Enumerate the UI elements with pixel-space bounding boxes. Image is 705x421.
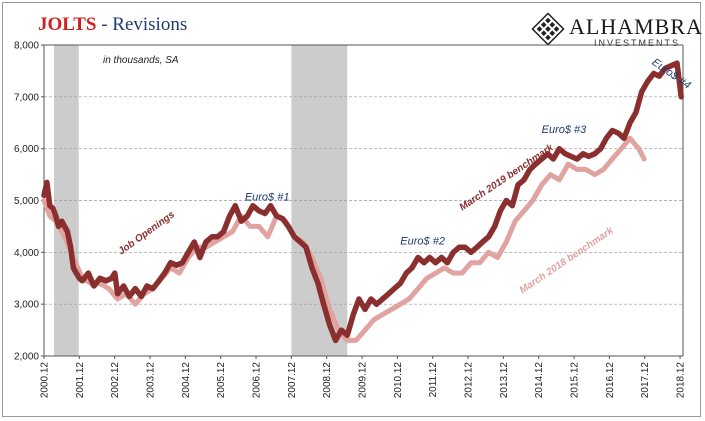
x-tick-label: 2004.12 xyxy=(181,362,192,399)
x-tick-label: 2008.12 xyxy=(322,362,333,399)
y-tick-label: 4,000 xyxy=(14,248,39,259)
x-tick-label: 2010.12 xyxy=(393,362,404,399)
title-separator: - xyxy=(96,14,113,35)
annotation-label: Euro$ #2 xyxy=(400,236,445,248)
x-tick-label: 2007.12 xyxy=(287,362,298,399)
annotation-label: Job Openings xyxy=(116,209,177,257)
x-tick-label: 2005.12 xyxy=(216,362,227,399)
x-tick-label: 2000.12 xyxy=(40,362,51,399)
series-line-march-2019 xyxy=(41,60,684,344)
x-tick-label: 2014.12 xyxy=(534,362,545,399)
x-tick-label: 2012.12 xyxy=(464,362,475,399)
title-sub: Revisions xyxy=(112,14,188,35)
y-tick-label: 2,000 xyxy=(14,352,39,363)
chart-frame xyxy=(2,2,701,417)
logo-subtitle: INVESTMENTS xyxy=(594,38,681,48)
x-tick-label: 2013.12 xyxy=(499,362,510,399)
x-tick-label: 2009.12 xyxy=(358,362,369,399)
y-tick-label: 7,000 xyxy=(14,92,39,103)
annotation-label: Euro$ #1 xyxy=(245,192,290,204)
units-note: in thousands, SA xyxy=(103,55,179,66)
gridlines xyxy=(44,96,683,305)
annotation-label: March 2018 benchmark xyxy=(518,225,616,296)
series-lines xyxy=(41,60,684,344)
x-tick-label: 2015.12 xyxy=(570,362,581,399)
x-tick-label: 2002.12 xyxy=(110,362,121,399)
title-main: JOLTS xyxy=(38,14,97,35)
series-line-march-2018 xyxy=(41,135,647,343)
logo-name: ALHAMBRA xyxy=(569,14,703,39)
y-tick-label: 3,000 xyxy=(14,300,39,311)
axes: 2,000 3,000 4,000 5,000 6,000 7,000 8,000 2000.… xyxy=(14,41,687,399)
x-tick-label: 2001.12 xyxy=(75,362,86,399)
x-tick-label: 2011.12 xyxy=(428,362,439,398)
x-tick-label: 2006.12 xyxy=(252,362,263,399)
y-tick-label: 6,000 xyxy=(14,144,39,155)
annotation-label: Euro$ #3 xyxy=(542,124,588,136)
x-tick-label: 2003.12 xyxy=(146,362,157,399)
x-tick-label: 2018.12 xyxy=(676,362,687,399)
x-tick-label: 2016.12 xyxy=(605,362,616,399)
y-tick-label: 5,000 xyxy=(14,196,39,207)
alhambra-diamond-icon xyxy=(531,12,565,46)
chart-title: JOLTS - Revisions xyxy=(38,14,187,36)
y-tick-label: 8,000 xyxy=(14,41,39,52)
x-tick-label: 2017.12 xyxy=(640,362,651,399)
